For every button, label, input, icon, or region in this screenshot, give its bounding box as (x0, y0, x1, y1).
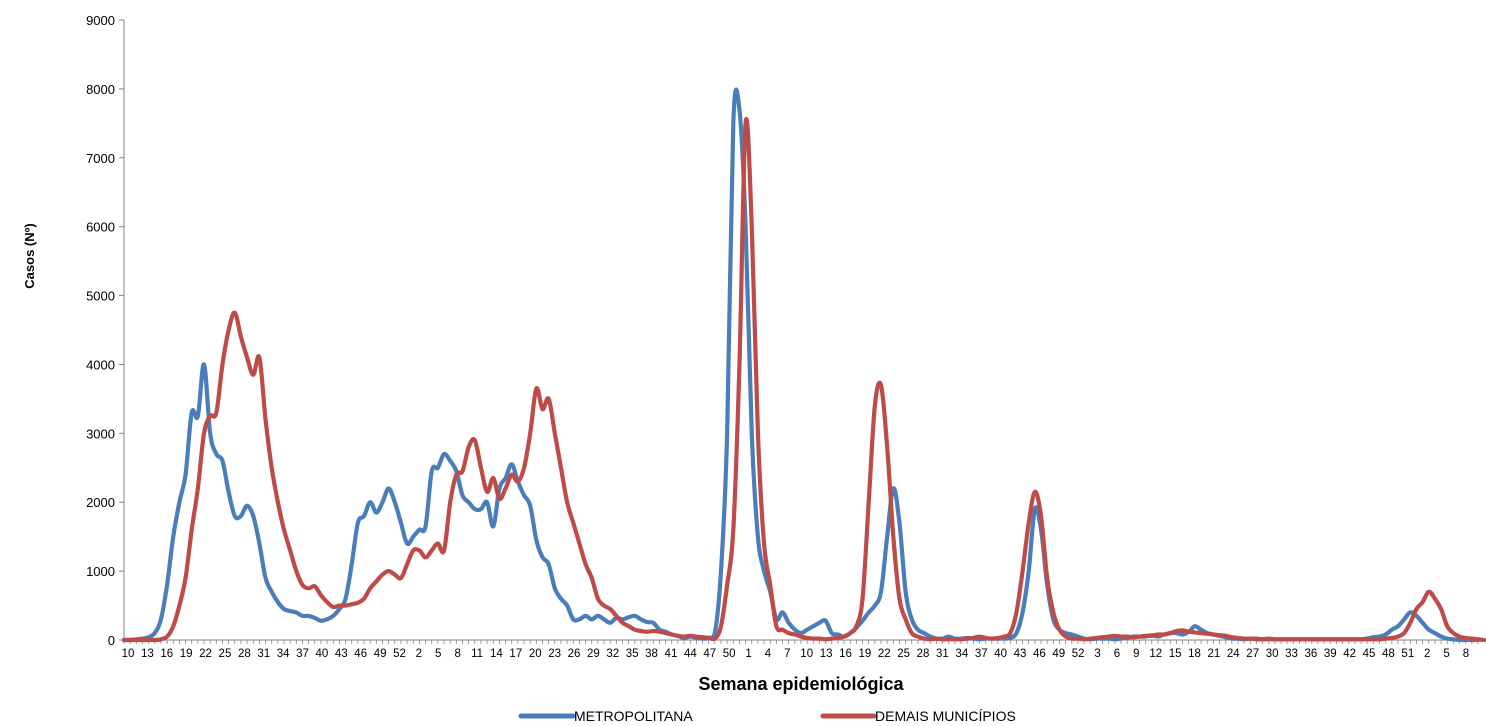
x-tick-label: 49 (1052, 648, 1065, 660)
x-tick-label: 47 (703, 648, 716, 660)
x-tick-label: 42 (1343, 648, 1356, 660)
x-tick-label: 7 (784, 648, 790, 660)
y-tick-label: 4000 (86, 357, 115, 372)
x-tick-label: 34 (277, 648, 290, 660)
x-tick-label: 10 (122, 648, 135, 660)
x-tick-label: 4 (765, 648, 772, 660)
x-tick-label: 31 (257, 648, 270, 660)
x-tick-label: 43 (335, 648, 348, 660)
x-tick-label: 3 (1094, 648, 1100, 660)
x-tick-label: 8 (454, 648, 460, 660)
x-tick-label: 40 (994, 648, 1007, 660)
x-tick-label: 32 (606, 648, 619, 660)
x-tick-label: 43 (1014, 648, 1027, 660)
x-tick-label: 36 (1304, 648, 1317, 660)
x-tick-label: 52 (393, 648, 406, 660)
x-axis-label: Semana epidemiológica (698, 674, 904, 694)
x-axis: 10 13 16 19 22 25 28 31 34 37 40 43 46 49 52 2 5 8 11 14 17 2… (122, 639, 1479, 660)
y-tick-label: 7000 (86, 151, 115, 166)
x-tick-label: 1 (745, 648, 751, 660)
x-tick-label: 49 (374, 648, 387, 660)
x-tick-label: 24 (1227, 648, 1240, 660)
series-lines (121, 87, 1486, 643)
x-tick-label: 11 (471, 648, 483, 660)
x-tick-label: 52 (1072, 648, 1085, 660)
x-tick-label: 33 (1285, 648, 1298, 660)
x-tick-label: 22 (199, 648, 212, 660)
x-tick-label: 40 (316, 648, 329, 660)
y-tick-label: 2000 (86, 495, 115, 510)
x-tick-label: 34 (955, 648, 968, 660)
x-tick-label: 12 (1149, 648, 1162, 660)
x-tick-label: 46 (1033, 648, 1046, 660)
x-tick-label: 19 (180, 648, 193, 660)
x-tick-label: 15 (1169, 648, 1182, 660)
x-tick-label: 5 (1443, 648, 1449, 660)
y-tick-label: 9000 (86, 13, 115, 28)
x-tick-label: 17 (509, 648, 522, 660)
y-axis-label: Casos (Nº) (22, 223, 37, 288)
x-tick-label: 16 (160, 648, 173, 660)
x-tick-label: 48 (1382, 648, 1395, 660)
x-tick-label: 31 (936, 648, 949, 660)
x-tick-label: 6 (1114, 648, 1120, 660)
y-axis: 0 1000 2000 3000 4000 5000 6000 7000 8000 9000 (86, 13, 125, 648)
x-tick-label: 25 (897, 648, 910, 660)
legend: METROPOLITANA DEMAIS MUNICÍPIOS (518, 708, 1016, 724)
x-tick-label: 35 (626, 648, 639, 660)
x-tick-label: 13 (141, 648, 154, 660)
x-tick-label: 14 (490, 648, 503, 660)
x-tick-label: 22 (878, 648, 891, 660)
x-tick-label: 28 (238, 648, 251, 660)
x-tick-label: 37 (296, 648, 309, 660)
y-tick-label: 8000 (86, 82, 115, 97)
x-tick-label: 30 (1266, 648, 1279, 660)
x-tick-label: 19 (858, 648, 871, 660)
x-tick-label: 45 (1363, 648, 1376, 660)
x-tick-label: 9 (1133, 648, 1139, 660)
x-tick-label: 44 (684, 648, 697, 660)
x-tick-label: 13 (820, 648, 833, 660)
x-tick-label: 41 (665, 648, 678, 660)
x-tick-label: 2 (1424, 648, 1430, 660)
x-tick-label: 50 (723, 648, 736, 660)
x-tick-label: 27 (1246, 648, 1259, 660)
x-tick-label: 23 (548, 648, 561, 660)
x-tick-label: 29 (587, 648, 600, 660)
x-tick-label: 20 (529, 648, 542, 660)
series-line-metropolitana (121, 87, 1481, 643)
x-tick-label: 8 (1463, 648, 1469, 660)
y-tick-label: 6000 (86, 220, 115, 235)
x-tick-label: 39 (1324, 648, 1337, 660)
legend-label-demais-municipios: DEMAIS MUNICÍPIOS (875, 708, 1016, 724)
x-tick-label: 2 (416, 648, 422, 660)
y-tick-label: 3000 (86, 426, 115, 441)
x-tick-label: 51 (1401, 648, 1414, 660)
y-tick-label: 1000 (86, 564, 115, 579)
x-tick-label: 18 (1188, 648, 1201, 660)
x-tick-label: 38 (645, 648, 658, 660)
y-tick-label: 0 (108, 633, 115, 648)
x-tick-label: 46 (354, 648, 367, 660)
x-tick-label: 26 (568, 648, 581, 660)
y-tick-label: 5000 (86, 289, 115, 304)
x-tick-label: 28 (917, 648, 930, 660)
x-tick-label: 37 (975, 648, 988, 660)
x-tick-label: 25 (219, 648, 232, 660)
legend-label-metropolitana: METROPOLITANA (574, 708, 693, 724)
series-line-demais-municipios (121, 117, 1486, 643)
x-tick-label: 21 (1208, 648, 1221, 660)
x-tick-label: 10 (800, 648, 813, 660)
x-tick-label: 16 (839, 648, 852, 660)
x-tick-label: 5 (435, 648, 441, 660)
